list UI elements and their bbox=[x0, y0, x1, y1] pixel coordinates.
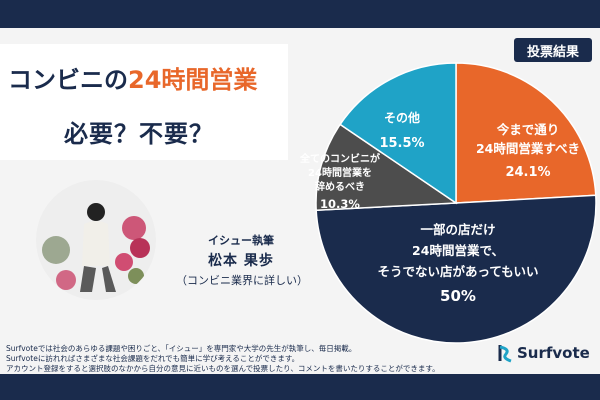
footer-line: Surfvoteに訪れればさまざまな社会課題をだれでも簡単に学び考えることができ… bbox=[6, 354, 300, 363]
title-prefix: コンビニの bbox=[8, 66, 128, 94]
author-role: イシュー執筆 bbox=[208, 234, 274, 247]
result-badge: 投票結果 bbox=[514, 38, 592, 62]
slice-value: 50% bbox=[440, 287, 476, 305]
avatar bbox=[36, 180, 156, 300]
slice-label: 24時間営業で、 bbox=[412, 243, 504, 258]
author-name: 松本 果歩 bbox=[208, 253, 274, 269]
slice-label: 24時間営業すべき bbox=[476, 141, 580, 156]
slice-label: 今まで通り bbox=[496, 122, 560, 137]
top-band bbox=[0, 0, 600, 28]
bottom-band bbox=[0, 374, 600, 400]
slice-label-group: その他 15.5% bbox=[379, 110, 424, 151]
slice-label: 一部の店だけ bbox=[420, 222, 495, 237]
slice-label: 辞めるべき bbox=[315, 180, 365, 193]
page-title: コンビニの24時間営業 bbox=[8, 60, 257, 95]
slice-value: 10.3% bbox=[320, 197, 360, 211]
surfvote-logo[interactable]: Surfvote bbox=[496, 342, 590, 364]
title-highlight: 24時間営業 bbox=[128, 66, 258, 94]
slice-value: 24.1% bbox=[505, 165, 550, 180]
author-photo bbox=[36, 180, 156, 300]
slice-label-group: 一部の店だけ 24時間営業で、そうでない店があってもいい 50% bbox=[377, 222, 538, 305]
slice-label: 24時間営業を bbox=[308, 166, 372, 179]
slice-label: 全てのコンビニが bbox=[299, 152, 381, 165]
pie-slice bbox=[455, 62, 597, 204]
slice-label: そうでない店があってもいい bbox=[377, 264, 538, 279]
slice-label-group: 今まで通り 24時間営業すべき 24.1% bbox=[476, 122, 580, 180]
pie-slice bbox=[315, 194, 597, 344]
title-question: 必要？不要？ bbox=[64, 120, 214, 148]
footer-line: アカウント登録をすると選択肢のなかから自分の意見に近いものを選んで投票したり、コ… bbox=[6, 364, 440, 373]
pie-slice bbox=[339, 62, 457, 205]
logo-text: Surfvote bbox=[517, 344, 590, 362]
footer-text: Surfvoteでは社会のあらゆる課題や困りごと、「イシュー」を専門家や大学の先… bbox=[6, 344, 440, 374]
author-note: （コンビニ業界に詳しい） bbox=[176, 274, 308, 287]
title-box bbox=[0, 44, 288, 160]
slice-label: その他 bbox=[384, 110, 420, 125]
footer-line: Surfvoteでは社会のあらゆる課題や困りごと、「イシュー」を専門家や大学の先… bbox=[6, 344, 357, 353]
slice-value: 15.5% bbox=[379, 136, 424, 151]
pie-slice bbox=[315, 123, 459, 212]
author-info: イシュー執筆 松本 果歩 （コンビニ業界に詳しい） bbox=[176, 232, 308, 288]
logo-icon bbox=[498, 345, 512, 363]
